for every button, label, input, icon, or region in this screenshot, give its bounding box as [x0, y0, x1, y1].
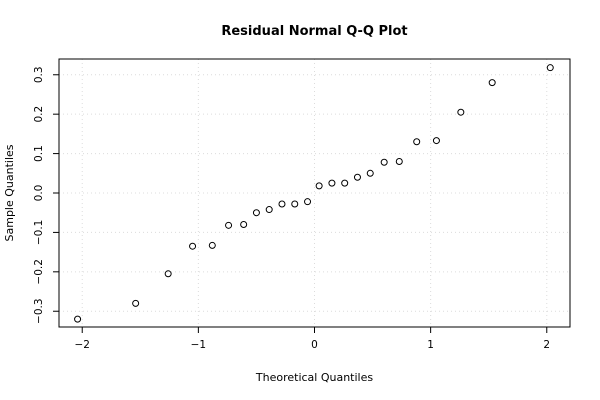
data-point: [366, 169, 374, 177]
data-point: [457, 108, 465, 116]
x-tick-label: −2: [74, 339, 89, 351]
chart-title: Residual Normal Q-Q Plot: [221, 24, 407, 39]
y-tick-label: 0.1: [33, 145, 45, 162]
y-tick-label: 0.0: [33, 185, 45, 202]
data-point: [304, 198, 312, 206]
data-point: [164, 270, 172, 278]
data-point: [341, 179, 349, 187]
data-point: [208, 241, 216, 249]
data-point: [353, 173, 361, 181]
y-tick-label: 0.3: [33, 66, 45, 83]
x-tick-label: −1: [191, 339, 206, 351]
data-point: [74, 315, 82, 323]
y-axis-label: Sample Quantiles: [3, 144, 16, 241]
data-point: [225, 221, 233, 229]
y-tick-label: −0.2: [33, 259, 45, 285]
data-point: [546, 64, 554, 72]
x-axis: −2 −1 0 1 2: [74, 327, 550, 351]
data-point: [291, 200, 299, 208]
grid-layer: [59, 59, 570, 327]
data-point: [240, 221, 248, 229]
y-tick-label: 0.2: [33, 106, 45, 123]
x-tick-label: 1: [427, 339, 434, 351]
data-point: [432, 137, 440, 145]
data-point: [315, 182, 323, 190]
data-point: [132, 299, 140, 307]
x-tick-label: 2: [543, 339, 550, 351]
data-point: [380, 158, 388, 166]
data-point: [328, 179, 336, 187]
data-point: [488, 79, 496, 87]
x-axis-label: Theoretical Quantiles: [255, 371, 373, 384]
data-point: [265, 206, 273, 214]
points-layer: [74, 64, 554, 323]
y-axis: −0.3 −0.2 −0.1 0.0 0.1 0.2 0.3: [33, 66, 59, 324]
y-tick-label: −0.3: [33, 298, 45, 324]
data-point: [278, 200, 286, 208]
y-tick-label: −0.1: [33, 220, 45, 246]
data-point: [413, 138, 421, 146]
data-point: [395, 157, 403, 165]
data-point: [252, 209, 260, 217]
x-tick-label: 0: [311, 339, 318, 351]
data-point: [189, 242, 197, 250]
